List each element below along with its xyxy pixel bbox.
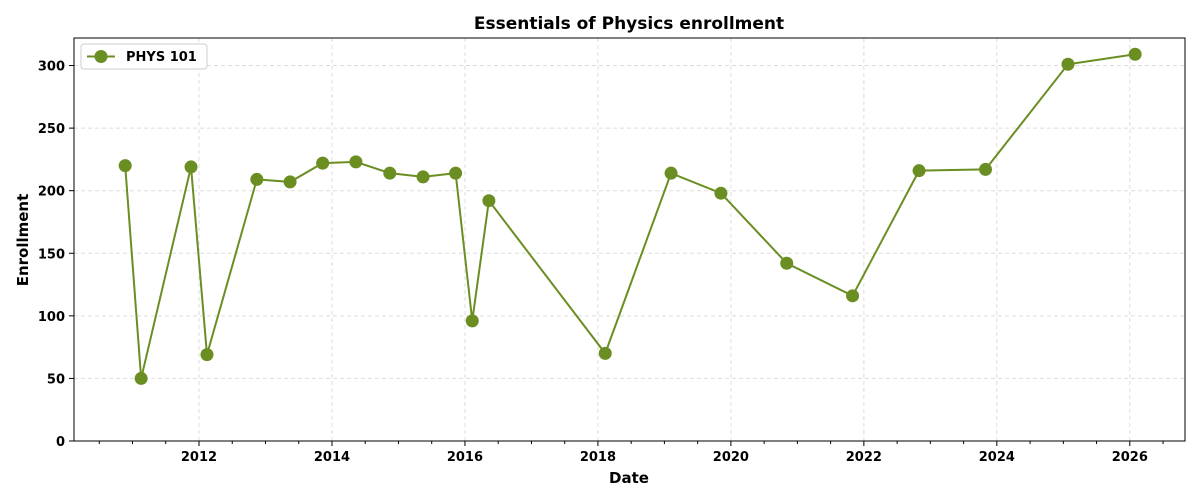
data-point <box>598 346 612 360</box>
data-point <box>134 371 148 385</box>
data-point <box>283 175 297 189</box>
data-point <box>184 160 198 174</box>
data-point <box>465 314 479 328</box>
data-point <box>979 162 993 176</box>
data-point <box>846 289 860 303</box>
x-tick-label: 2016 <box>447 450 483 465</box>
data-point <box>780 256 794 270</box>
y-tick-label: 200 <box>38 185 65 200</box>
y-tick-label: 250 <box>38 122 65 137</box>
x-axis-label: Date <box>609 469 649 487</box>
x-tick-label: 2020 <box>713 450 749 465</box>
data-point <box>349 155 363 169</box>
chart-title: Essentials of Physics enrollment <box>474 14 784 34</box>
x-tick-label: 2026 <box>1112 450 1148 465</box>
data-point <box>200 348 214 362</box>
x-tick-label: 2022 <box>846 450 882 465</box>
y-tick-label: 150 <box>38 247 65 262</box>
data-point <box>1061 57 1075 71</box>
series-line <box>124 53 1136 379</box>
data-point <box>664 166 678 180</box>
plot-frame <box>73 37 1186 442</box>
y-tick-label: 50 <box>47 372 65 387</box>
x-tick-label: 2014 <box>314 450 350 465</box>
data-point <box>482 194 496 208</box>
legend-box <box>80 43 208 70</box>
data-point <box>449 166 463 180</box>
data-point <box>1128 47 1142 61</box>
legend-marker <box>94 50 108 63</box>
data-point <box>416 170 430 184</box>
x-tick-label: 2012 <box>181 450 217 465</box>
legend: PHYS 101 <box>80 43 208 70</box>
y-axis-label: Enrollment <box>14 194 32 287</box>
data-point <box>316 156 330 170</box>
legend-label: PHYS 101 <box>126 50 197 65</box>
x-tick-label: 2024 <box>979 450 1015 465</box>
data-point <box>912 164 926 178</box>
x-tick-label: 2018 <box>580 450 616 465</box>
y-tick-label: 300 <box>38 60 65 75</box>
data-point <box>714 186 728 200</box>
y-tick-label: 100 <box>38 310 65 325</box>
data-point <box>250 172 264 186</box>
data-point <box>383 166 397 180</box>
y-tick-label: 0 <box>56 435 65 450</box>
data-point <box>118 159 132 173</box>
